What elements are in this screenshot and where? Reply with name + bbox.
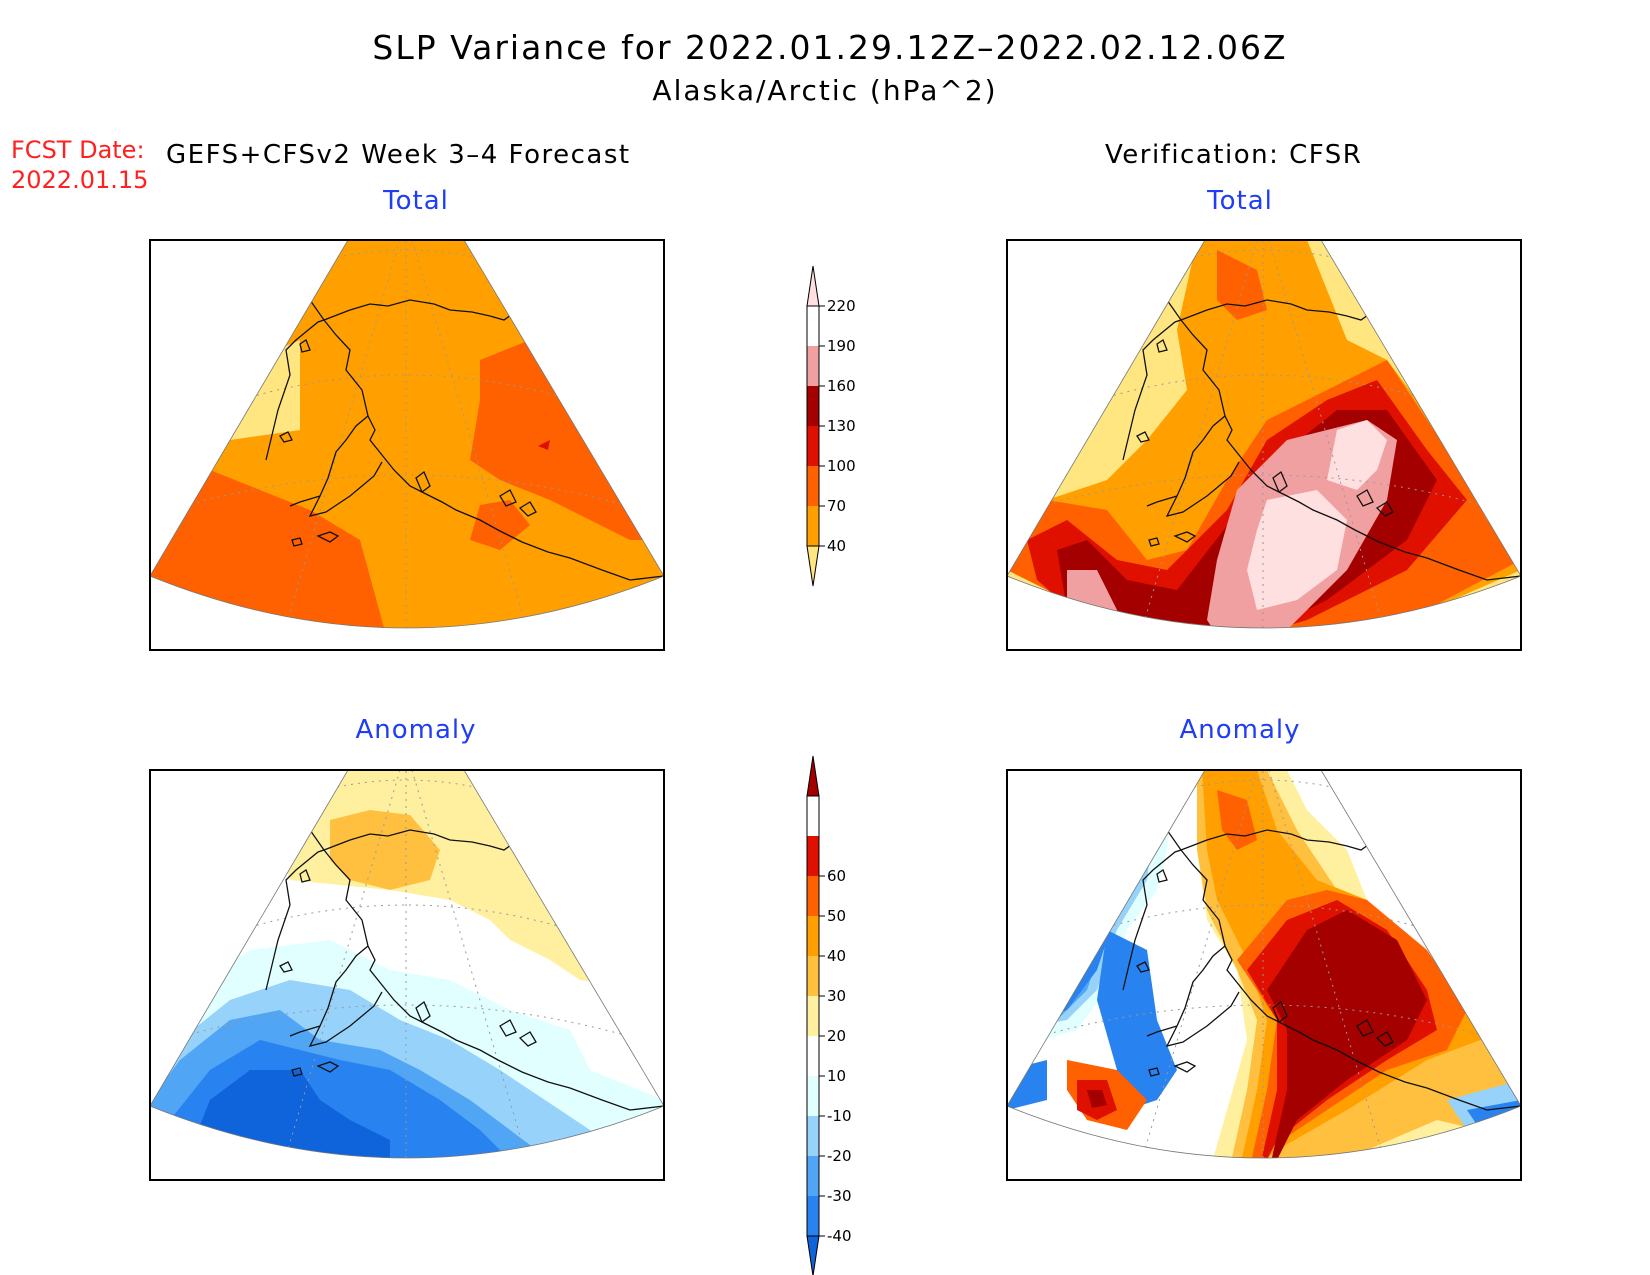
total-colorbar-tick-label: 160	[827, 377, 856, 395]
total-colorbar-swatch	[807, 506, 819, 546]
anomaly-colorbar-tick-label: -30	[827, 1187, 852, 1205]
anomaly-colorbar-tick-label: 40	[827, 947, 846, 965]
anomaly-colorbar-tick-label: 20	[827, 1027, 846, 1045]
anomaly-colorbar-swatch	[807, 1076, 819, 1116]
verification-total-frame	[1006, 239, 1522, 651]
total-colorbar-tick-label: 40	[827, 537, 846, 555]
anomaly-colorbar-top-arrow	[806, 755, 820, 797]
verification-total-panel-title: Total	[1207, 186, 1273, 216]
total-colorbar-tick-label: 220	[827, 297, 856, 315]
total-colorbar-tick-label: 190	[827, 337, 856, 355]
figure-title: SLP Variance for 2022.01.29.12Z–2022.02.…	[372, 28, 1288, 67]
anomaly-colorbar-tick-label: -40	[827, 1227, 852, 1245]
anomaly-colorbar-swatch	[807, 996, 819, 1036]
anomaly-colorbar: -40 -30 -20 -10 10 20 30 40 50 60	[806, 755, 852, 1275]
total-colorbar-tick-label: 130	[827, 417, 856, 435]
verification-anomaly-frame	[1006, 769, 1522, 1181]
total-colorbar-swatch	[807, 426, 819, 466]
anomaly-colorbar-tick-label: 50	[827, 907, 846, 925]
verification-total-map	[1006, 239, 1522, 651]
figure-subtitle: Alaska/Arctic (hPa^2)	[652, 74, 998, 107]
forecast-total-frame	[149, 239, 665, 651]
total-colorbar-top-arrow	[806, 265, 820, 307]
verification-anomaly-map	[1006, 769, 1522, 1181]
forecast-anomaly-panel-title: Anomaly	[355, 715, 477, 745]
total-colorbar-bottom-arrow	[806, 545, 820, 587]
total-colorbar-swatch	[807, 466, 819, 506]
total-colorbar-swatch	[807, 346, 819, 386]
anomaly-colorbar-tick-label: 60	[827, 867, 846, 885]
anomaly-colorbar-swatch	[807, 876, 819, 916]
total-colorbar: 40 70 100 130 160 190 220	[806, 265, 856, 587]
forecast-total-map	[149, 239, 665, 651]
total-colorbar-tick-label: 100	[827, 457, 856, 475]
anomaly-colorbar-swatch	[807, 836, 819, 876]
forecast-total-panel-title: Total	[383, 186, 449, 216]
anomaly-colorbar-bottom-arrow	[806, 1235, 820, 1275]
forecast-date-value: 2022.01.15	[11, 166, 149, 194]
anomaly-colorbar-tick-label: 10	[827, 1067, 846, 1085]
anomaly-colorbar-swatch	[807, 1196, 819, 1236]
forecast-anomaly-frame	[149, 769, 665, 1181]
anomaly-colorbar-swatch	[807, 1036, 819, 1076]
forecast-column-header: GEFS+CFSv2 Week 3–4 Forecast	[166, 140, 631, 170]
anomaly-colorbar-tick-label: -10	[827, 1107, 852, 1125]
total-colorbar-swatch	[807, 386, 819, 426]
anomaly-colorbar-tick-label: -20	[827, 1147, 852, 1165]
forecast-anomaly-map	[149, 769, 665, 1181]
anomaly-colorbar-swatch	[807, 1116, 819, 1156]
verification-anomaly-panel-title: Anomaly	[1179, 715, 1301, 745]
anomaly-colorbar-tick-label: 30	[827, 987, 846, 1005]
anomaly-colorbar-swatch	[807, 956, 819, 996]
total-colorbar-tick-label: 70	[827, 497, 846, 515]
anomaly-colorbar-swatch	[807, 916, 819, 956]
verification-column-header: Verification: CFSR	[1105, 140, 1363, 170]
anomaly-colorbar-swatch	[807, 1156, 819, 1196]
forecast-date-label: FCST Date:	[11, 136, 145, 164]
